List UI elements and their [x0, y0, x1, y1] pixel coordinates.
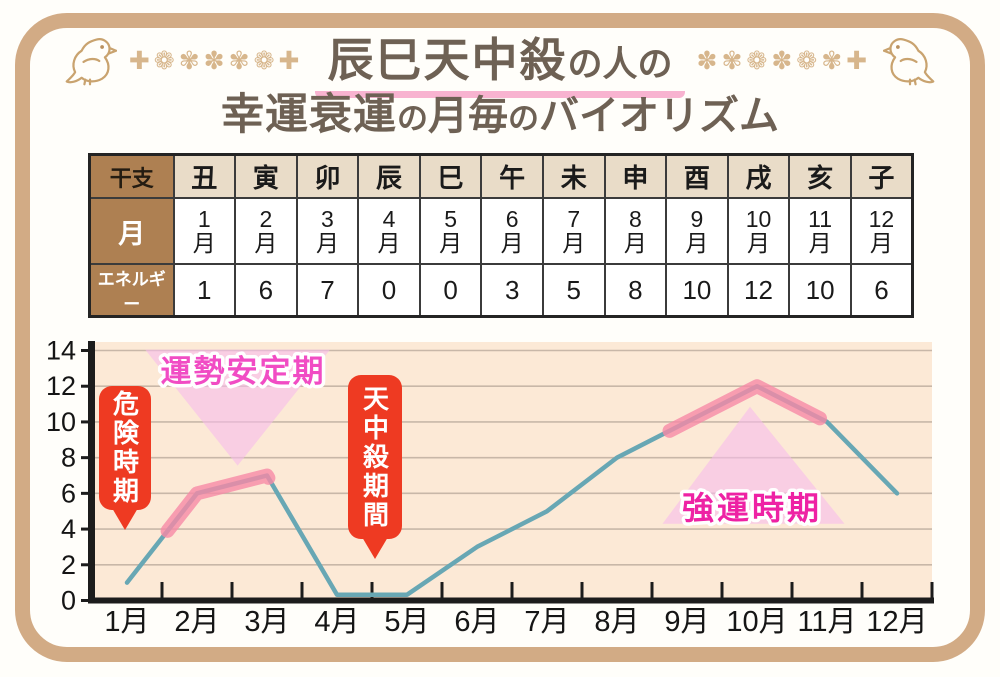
- energy-cell: 3: [480, 263, 544, 318]
- title-line-1: ✚❁✾✽✾❁✚ 辰巳天中殺 の人の ✽✾❁✽❁✾✚: [0, 32, 1000, 98]
- x-axis-labels: 1月 2月 3月 4月 5月 6月 7月 8月 9月 10月 11月 12月: [104, 606, 927, 638]
- x-axis-label: 1月: [104, 606, 149, 638]
- month-cell: 12 月: [849, 197, 914, 265]
- energy-cell: 6: [849, 263, 914, 318]
- zodiac-cell: 巳: [418, 153, 483, 199]
- danger-period-label: 危険時期: [109, 390, 140, 506]
- title2-part1: 幸運衰運: [221, 91, 397, 139]
- strong-period-label: 強運時期: [682, 490, 822, 526]
- danger-period-callout: 危険時期: [99, 386, 151, 510]
- y-axis-label: 2: [61, 550, 76, 580]
- x-axis-label: 7月: [524, 606, 569, 638]
- rising-luck-highlight: [160, 468, 276, 538]
- y-axis-label: 10: [46, 407, 76, 437]
- zodiac-cell: 子: [849, 153, 914, 199]
- title2-no2: の: [508, 101, 539, 136]
- y-axis-label: 14: [46, 336, 76, 366]
- zodiac-row-header: 干支: [88, 153, 175, 199]
- x-axis-label: 3月: [244, 606, 289, 638]
- energy-row: エネルギー 1 6 7 0 0 3 5 8 10 12 10 6: [88, 263, 914, 318]
- flower-ornament-right: ✽✾❁✽❁✾✚: [696, 47, 872, 75]
- strong-period-triangle: [662, 406, 845, 524]
- energy-cell: 0: [418, 263, 483, 318]
- y-axis-label: 8: [61, 443, 76, 473]
- flower-ornament-left: ✚❁✾✽✾❁✚: [128, 47, 304, 75]
- month-row-header: 月: [88, 197, 175, 265]
- energy-row-header: エネルギー: [88, 263, 175, 318]
- title-main-suffix: の人の: [567, 45, 673, 84]
- energy-cell: 8: [603, 263, 668, 318]
- zodiac-cell: 未: [541, 153, 606, 199]
- title2-no1: の: [397, 101, 428, 136]
- zodiac-cell: 酉: [665, 153, 729, 199]
- stable-period-triangle: [145, 349, 330, 466]
- energy-cell: 10: [788, 263, 852, 318]
- title-line-2: 幸運衰運の月毎のバイオリズム: [0, 91, 1000, 139]
- x-axis-label: 4月: [314, 606, 359, 638]
- zodiac-cell: 申: [603, 153, 668, 199]
- title2-part2: 月毎: [428, 94, 508, 138]
- month-cell: 11 月: [788, 197, 852, 265]
- tenchusatsu-period-label: 天中殺期間: [359, 384, 390, 530]
- y-axis-label: 0: [61, 586, 76, 616]
- peak-luck-highlight: [662, 379, 827, 438]
- zodiac-cell: 午: [480, 153, 544, 199]
- zodiac-row: 干支 丑 寅 卯 辰 巳 午 未 申 酉 戌 亥 子: [88, 153, 914, 199]
- x-axis-label: 5月: [384, 606, 429, 638]
- x-axis-label: 6月: [454, 606, 499, 638]
- zodiac-cell: 亥: [788, 153, 852, 199]
- y-axis-label: 4: [61, 514, 76, 544]
- x-axis-label: 2月: [174, 606, 219, 638]
- month-cell: 10 月: [726, 197, 791, 265]
- y-axis-label: 12: [46, 371, 76, 401]
- x-axis-label: 12月: [866, 606, 927, 638]
- energy-cell: 12: [726, 263, 791, 318]
- tenchusatsu-period-callout: 天中殺期間: [348, 375, 402, 539]
- energy-cell: 6: [234, 263, 298, 318]
- zodiac-cell: 寅: [234, 153, 298, 199]
- zodiac-cell: 丑: [172, 153, 237, 199]
- energy-cell: 5: [541, 263, 606, 318]
- zodiac-cell: 辰: [357, 153, 421, 199]
- bird-icon: [65, 38, 117, 86]
- title2-part3: バイオリズム: [539, 94, 779, 138]
- x-axis-label: 11月: [797, 606, 856, 638]
- y-axis-label: 6: [61, 478, 76, 508]
- zodiac-cell: 卯: [295, 153, 360, 199]
- energy-cell: 10: [665, 263, 729, 318]
- x-axis-label: 8月: [594, 606, 639, 638]
- y-axis-labels: 0 2 4 6 8 10 12 14: [46, 336, 76, 616]
- x-axis-label: 10月: [726, 606, 787, 638]
- bird-icon: [883, 38, 935, 86]
- zodiac-cell: 戌: [726, 153, 791, 199]
- x-axis-label: 9月: [664, 606, 709, 638]
- stable-period-label: 運勢安定期: [161, 354, 326, 389]
- title-main: 辰巳天中殺: [327, 34, 568, 86]
- header: ✚❁✾✽✾❁✚ 辰巳天中殺 の人の ✽✾❁✽❁✾✚ 幸運衰運の月毎のバイオリズム: [0, 32, 1000, 138]
- energy-cell: 0: [357, 263, 421, 318]
- title-underlined: 辰巳天中殺 の人の: [315, 24, 685, 98]
- energy-cell: 7: [295, 263, 360, 318]
- energy-cell: 1: [172, 263, 237, 318]
